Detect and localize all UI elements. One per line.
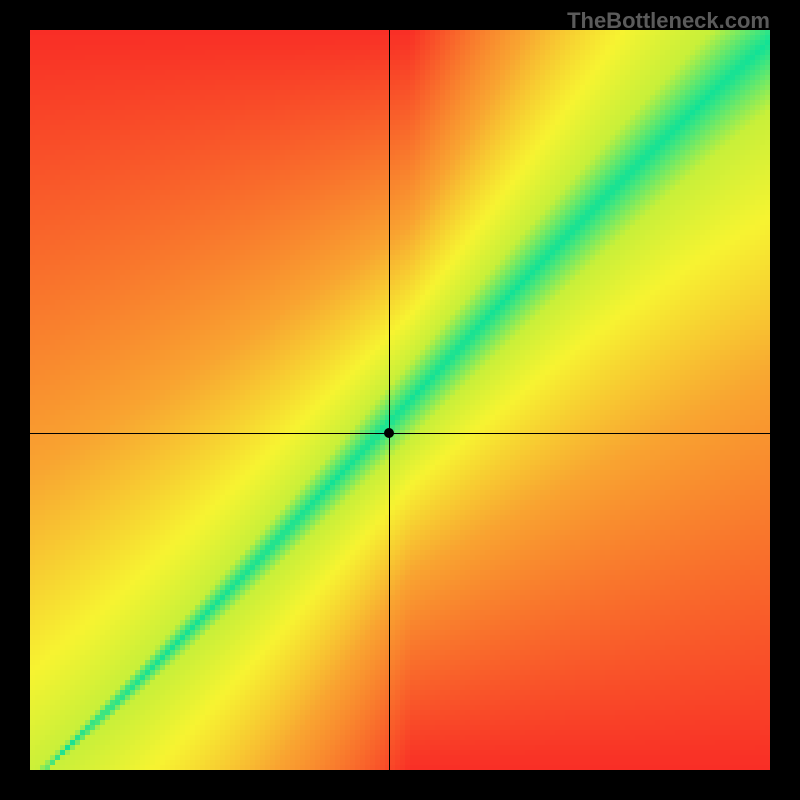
crosshair-vertical [389,30,390,770]
plot-area [30,30,770,770]
chart-container: TheBottleneck.com [0,0,800,800]
heatmap-canvas [30,30,770,770]
crosshair-horizontal [30,433,770,434]
watermark-text: TheBottleneck.com [567,8,770,34]
crosshair-marker [384,428,394,438]
